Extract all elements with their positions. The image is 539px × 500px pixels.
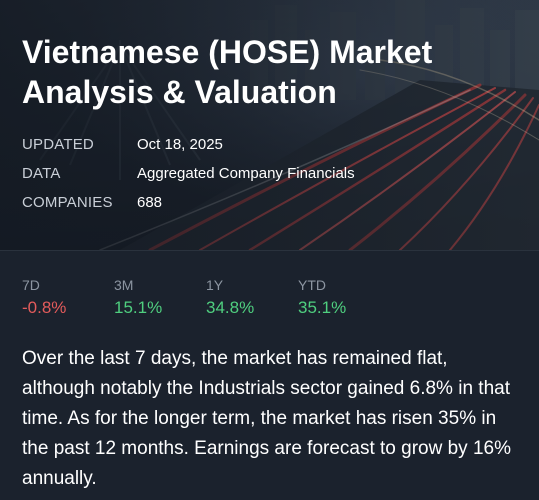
return-7d: 7D -0.8% [22,275,114,321]
meta-row-companies: COMPANIES 688 [22,188,355,217]
return-ytd: YTD 35.1% [298,275,390,321]
meta-value-companies: 688 [137,194,163,211]
return-value: -0.8% [22,298,67,317]
return-label: YTD [298,277,326,293]
hero-banner: Vietnamese (HOSE) Market Analysis & Valu… [0,0,539,250]
return-label: 7D [22,277,40,293]
return-label: 3M [114,277,134,293]
return-value: 15.1% [114,298,163,317]
meta-row-updated: UPDATED Oct 18, 2025 [22,130,355,159]
market-meta: UPDATED Oct 18, 2025 DATA Aggregated Com… [22,130,355,217]
meta-value-updated: Oct 18, 2025 [137,136,223,153]
hero-overlay [0,0,539,250]
market-summary-text: Over the last 7 days, the market has rem… [22,348,511,489]
return-label: 1Y [206,277,224,293]
page-title: Vietnamese (HOSE) Market Analysis & Valu… [22,34,433,110]
return-3m: 3M 15.1% [114,275,206,321]
meta-label-updated: UPDATED [22,136,94,153]
meta-label-companies: COMPANIES [22,194,113,211]
meta-label-data: DATA [22,165,61,182]
meta-value-data: Aggregated Company Financials [137,165,355,182]
meta-row-data: DATA Aggregated Company Financials [22,159,355,188]
return-value: 34.8% [206,298,255,317]
return-value: 35.1% [298,298,347,317]
return-1y: 1Y 34.8% [206,275,298,321]
returns-summary: 7D -0.8% 3M 15.1% 1Y 34.8% YTD 35.1% [22,275,390,321]
section-divider [0,250,539,251]
